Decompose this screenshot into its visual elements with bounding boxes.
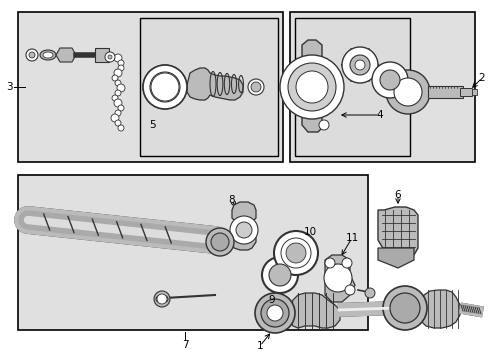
Circle shape xyxy=(29,52,35,58)
Circle shape xyxy=(364,288,374,298)
Polygon shape xyxy=(56,48,76,62)
Text: 9: 9 xyxy=(268,295,275,305)
Text: 4: 4 xyxy=(376,110,383,120)
Circle shape xyxy=(151,73,179,101)
Circle shape xyxy=(280,55,343,119)
Circle shape xyxy=(210,233,228,251)
Circle shape xyxy=(111,114,119,122)
Text: 2: 2 xyxy=(478,73,484,83)
Bar xyxy=(95,48,109,62)
Circle shape xyxy=(261,299,288,327)
Text: 3: 3 xyxy=(6,82,12,92)
Circle shape xyxy=(118,65,124,71)
Circle shape xyxy=(115,90,121,96)
Circle shape xyxy=(371,62,407,98)
Bar xyxy=(18,175,367,330)
Circle shape xyxy=(115,80,121,86)
Circle shape xyxy=(247,79,264,95)
Bar xyxy=(471,89,476,95)
Circle shape xyxy=(349,55,369,75)
Circle shape xyxy=(112,75,118,81)
Polygon shape xyxy=(302,40,321,132)
Circle shape xyxy=(108,55,112,59)
Circle shape xyxy=(229,216,258,244)
Circle shape xyxy=(268,264,290,286)
Bar xyxy=(18,12,283,162)
Polygon shape xyxy=(419,290,459,328)
Circle shape xyxy=(281,238,310,268)
Ellipse shape xyxy=(40,50,56,60)
Circle shape xyxy=(205,228,234,256)
Circle shape xyxy=(112,95,118,101)
Circle shape xyxy=(114,69,122,77)
Circle shape xyxy=(114,54,122,62)
Circle shape xyxy=(287,63,335,111)
Circle shape xyxy=(285,243,305,263)
Circle shape xyxy=(114,99,122,107)
Circle shape xyxy=(393,78,421,106)
Circle shape xyxy=(382,286,426,330)
Circle shape xyxy=(318,120,328,130)
Circle shape xyxy=(118,105,124,111)
Polygon shape xyxy=(186,68,243,100)
Bar xyxy=(289,12,474,162)
Polygon shape xyxy=(377,248,413,268)
Circle shape xyxy=(157,294,167,304)
Polygon shape xyxy=(231,202,256,250)
Ellipse shape xyxy=(43,52,53,58)
Circle shape xyxy=(266,305,283,321)
Text: 10: 10 xyxy=(303,227,316,237)
Circle shape xyxy=(105,52,115,62)
Circle shape xyxy=(115,120,121,126)
Polygon shape xyxy=(289,293,339,328)
Wedge shape xyxy=(151,73,179,101)
Bar xyxy=(140,18,278,156)
Text: 7: 7 xyxy=(182,340,188,350)
Circle shape xyxy=(341,47,377,83)
Circle shape xyxy=(341,258,351,268)
Circle shape xyxy=(236,222,251,238)
Circle shape xyxy=(118,60,124,66)
Circle shape xyxy=(345,285,354,295)
Circle shape xyxy=(379,70,399,90)
Circle shape xyxy=(389,293,419,323)
Circle shape xyxy=(115,110,121,116)
Polygon shape xyxy=(325,255,354,302)
Wedge shape xyxy=(142,65,185,109)
Text: 5: 5 xyxy=(148,120,155,130)
Circle shape xyxy=(118,125,124,131)
Circle shape xyxy=(254,293,294,333)
Polygon shape xyxy=(377,207,417,258)
Bar xyxy=(294,18,409,156)
Circle shape xyxy=(250,82,261,92)
Circle shape xyxy=(324,264,351,292)
Circle shape xyxy=(273,231,317,275)
Circle shape xyxy=(117,84,125,92)
Circle shape xyxy=(142,65,186,109)
Circle shape xyxy=(385,70,429,114)
Bar xyxy=(427,86,462,98)
Text: 1: 1 xyxy=(256,341,263,351)
Text: 8: 8 xyxy=(228,195,235,205)
Circle shape xyxy=(26,49,38,61)
Text: 11: 11 xyxy=(345,233,358,243)
Circle shape xyxy=(354,60,364,70)
Ellipse shape xyxy=(156,295,168,303)
Circle shape xyxy=(262,257,297,293)
Circle shape xyxy=(150,72,180,102)
Bar xyxy=(459,88,471,96)
Circle shape xyxy=(154,291,170,307)
Text: 6: 6 xyxy=(394,190,401,200)
Circle shape xyxy=(325,258,334,268)
Circle shape xyxy=(295,71,327,103)
